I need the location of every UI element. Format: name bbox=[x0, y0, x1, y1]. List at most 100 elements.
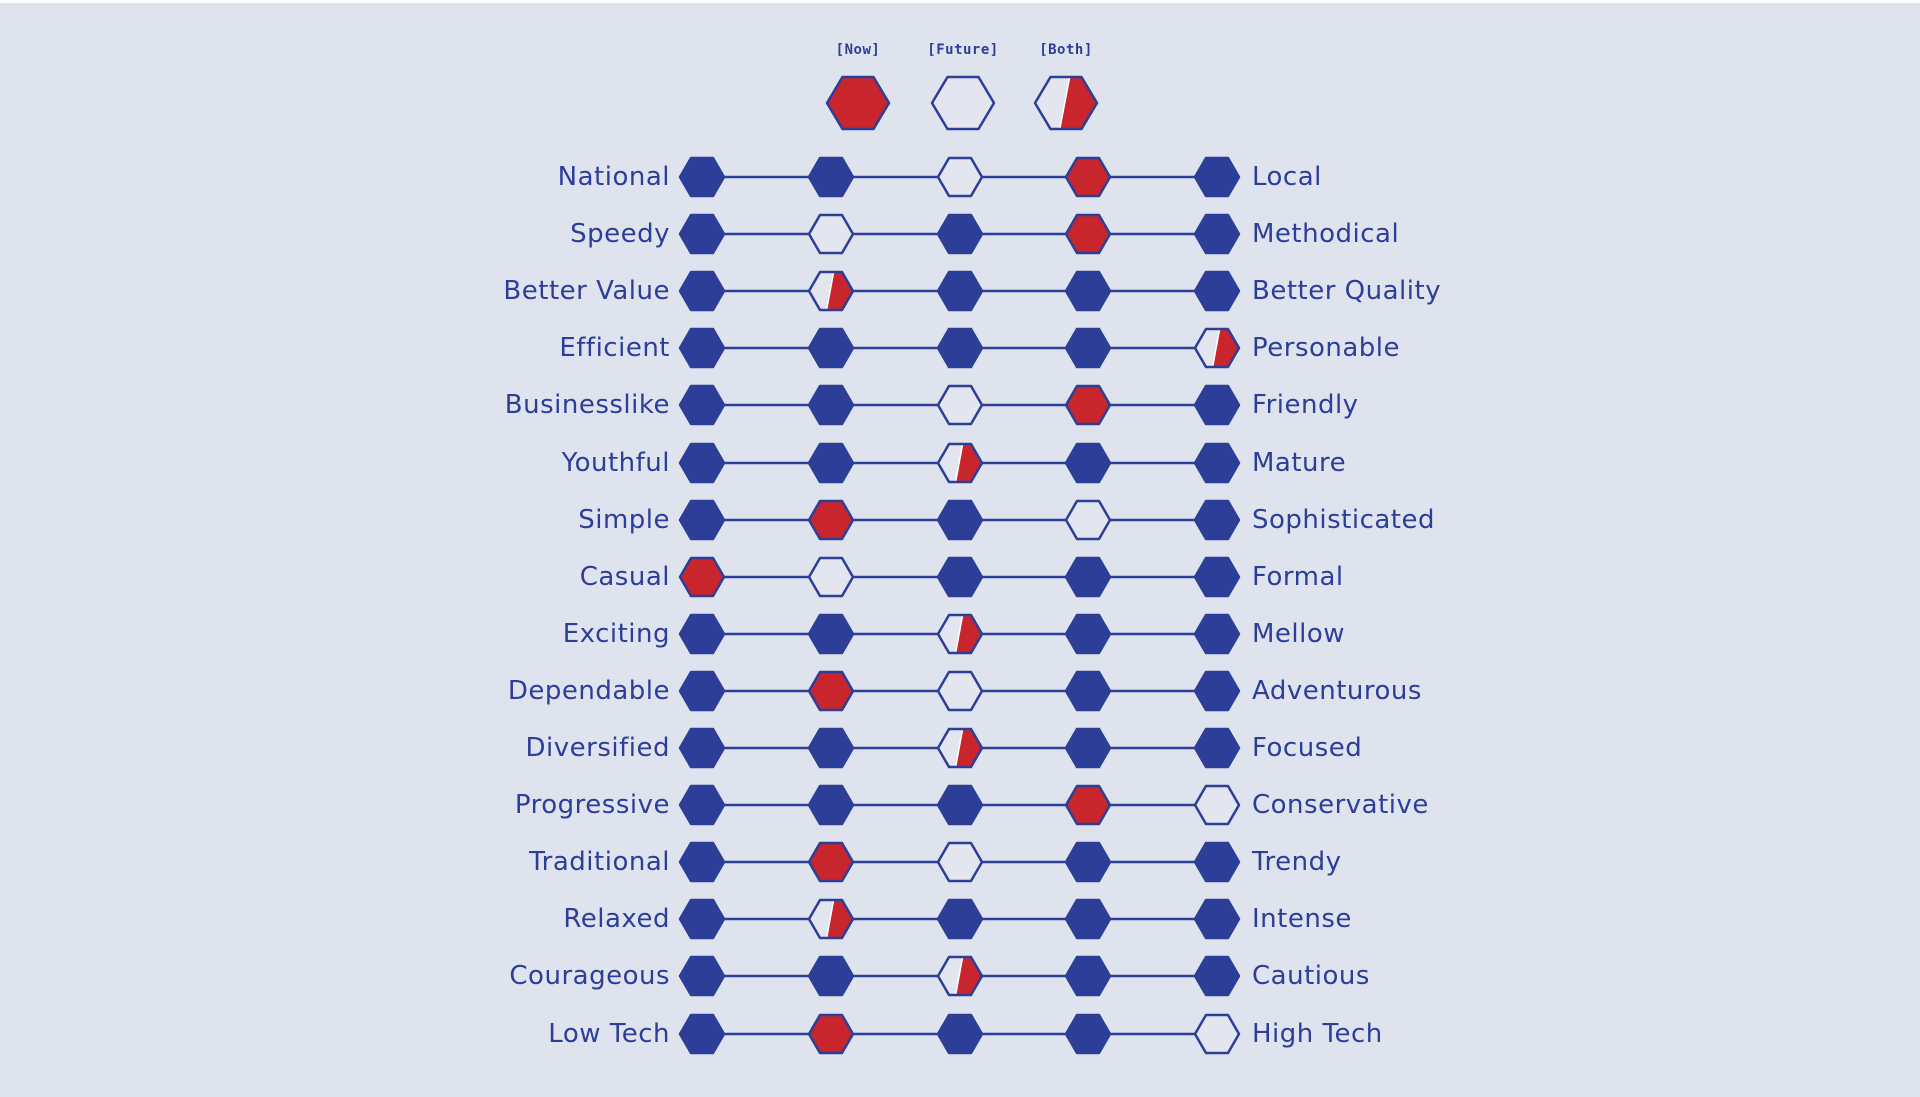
pole-label-left: Progressive bbox=[514, 790, 670, 821]
scale-point bbox=[678, 613, 726, 655]
scale-point bbox=[1193, 385, 1241, 426]
scale-track bbox=[678, 442, 1241, 483]
legend-hexagon-future bbox=[930, 75, 996, 131]
scale-row: Exciting Mellow bbox=[0, 606, 1920, 662]
scale-point bbox=[1064, 841, 1112, 883]
scale-point-now bbox=[807, 670, 855, 712]
scale-point bbox=[807, 442, 855, 483]
scale-point bbox=[1064, 956, 1112, 997]
scale-point-now bbox=[807, 841, 855, 883]
legend-item-now: [Now] bbox=[803, 40, 913, 132]
scale-point-now bbox=[1064, 784, 1112, 826]
scale-row: Businesslike Friendly bbox=[0, 377, 1920, 433]
scale-row: Dependable Adventurous bbox=[0, 663, 1920, 719]
scale-point-both bbox=[936, 727, 984, 769]
scale-row: Low Tech High Tech bbox=[0, 1006, 1920, 1062]
pole-label-left: Low Tech bbox=[548, 1018, 670, 1049]
scale-track bbox=[678, 499, 1241, 540]
legend-swatch-both bbox=[1033, 75, 1099, 131]
pole-label-left: Dependable bbox=[507, 675, 670, 706]
pole-label-right: Friendly bbox=[1252, 390, 1359, 421]
scale-row: National Local bbox=[0, 149, 1920, 205]
pole-label-right: Mature bbox=[1252, 447, 1347, 478]
scale-row: Courageous Cautious bbox=[0, 948, 1920, 1004]
scale-point bbox=[936, 784, 984, 826]
scale-row: Speedy Methodical bbox=[0, 206, 1920, 262]
scale-point bbox=[1064, 727, 1112, 769]
scale-point-future bbox=[936, 670, 984, 712]
scale-row: Youthful Mature bbox=[0, 435, 1920, 491]
legend-hexagon-both bbox=[1033, 75, 1099, 131]
scale-track bbox=[678, 841, 1241, 883]
scale-row: Casual Formal bbox=[0, 549, 1920, 605]
scale-track bbox=[678, 385, 1241, 426]
pole-label-left: Courageous bbox=[509, 961, 670, 992]
legend: [Now] [Future] [Both] bbox=[0, 0, 1920, 140]
scale-point bbox=[1193, 556, 1241, 597]
legend-item-both: [Both] bbox=[1011, 40, 1121, 132]
legend-label-future: [Future] bbox=[927, 42, 999, 58]
pole-label-left: Better Value bbox=[503, 276, 670, 307]
pole-label-right: Sophisticated bbox=[1252, 504, 1436, 535]
pole-label-right: Focused bbox=[1252, 733, 1363, 763]
scale-track bbox=[678, 670, 1241, 712]
scale-point bbox=[678, 499, 726, 540]
scale-point-both bbox=[1193, 328, 1241, 369]
scale-point-now bbox=[1064, 156, 1112, 198]
scale-point bbox=[1064, 442, 1112, 483]
scale-point bbox=[1193, 727, 1241, 769]
scale-point bbox=[1064, 556, 1112, 597]
scale-point-future bbox=[936, 385, 984, 426]
pole-label-left: Casual bbox=[579, 561, 670, 592]
pole-label-right: Formal bbox=[1252, 561, 1344, 592]
scale-row: Better Value Better Quality bbox=[0, 263, 1920, 319]
scale-row: Efficient Personable bbox=[0, 320, 1920, 376]
scale-track bbox=[678, 328, 1241, 369]
scale-point bbox=[1193, 841, 1241, 883]
legend-item-future: [Future] bbox=[908, 40, 1018, 132]
scale-point bbox=[936, 556, 984, 597]
scale-point-future bbox=[1193, 784, 1241, 826]
scale-point bbox=[1064, 328, 1112, 369]
scale-point bbox=[678, 1013, 726, 1054]
pole-label-left: Traditional bbox=[529, 847, 670, 878]
scale-point bbox=[936, 270, 984, 312]
scale-point bbox=[936, 213, 984, 255]
scale-row: Relaxed Intense bbox=[0, 891, 1920, 947]
pole-label-left: Speedy bbox=[570, 219, 670, 250]
legend-label-now: [Now] bbox=[835, 42, 881, 58]
pole-label-left: Diversified bbox=[525, 733, 670, 763]
scale-point-both bbox=[936, 613, 984, 655]
scale-point bbox=[807, 613, 855, 655]
legend-hexagon-now bbox=[825, 75, 891, 131]
scale-point bbox=[807, 727, 855, 769]
pole-label-right: Methodical bbox=[1252, 219, 1400, 250]
scale-point bbox=[807, 956, 855, 997]
top-strip bbox=[0, 0, 1920, 3]
scale-point bbox=[1193, 899, 1241, 940]
pole-label-left: Efficient bbox=[559, 333, 670, 364]
scale-point bbox=[678, 899, 726, 940]
scale-track bbox=[678, 613, 1241, 655]
scale-track bbox=[678, 156, 1241, 198]
pole-label-right: Conservative bbox=[1252, 790, 1429, 821]
scale-track bbox=[678, 899, 1241, 940]
scale-point bbox=[1064, 270, 1112, 312]
scale-point bbox=[678, 841, 726, 883]
legend-label-both: [Both] bbox=[1039, 42, 1093, 58]
scale-point bbox=[936, 499, 984, 540]
scale-point bbox=[678, 385, 726, 426]
scale-track bbox=[678, 213, 1241, 255]
scale-point bbox=[1064, 613, 1112, 655]
scale-point bbox=[1193, 499, 1241, 540]
scale-point-future bbox=[1064, 499, 1112, 540]
pole-label-left: Simple bbox=[578, 504, 670, 535]
pole-label-left: Businesslike bbox=[504, 390, 670, 421]
pole-label-right: Trendy bbox=[1252, 847, 1342, 878]
pole-label-left: Exciting bbox=[562, 618, 670, 649]
scale-row: Simple Sophisticated bbox=[0, 492, 1920, 548]
scale-point-both bbox=[807, 270, 855, 312]
scale-point bbox=[807, 156, 855, 198]
pole-label-right: Cautious bbox=[1252, 961, 1370, 992]
